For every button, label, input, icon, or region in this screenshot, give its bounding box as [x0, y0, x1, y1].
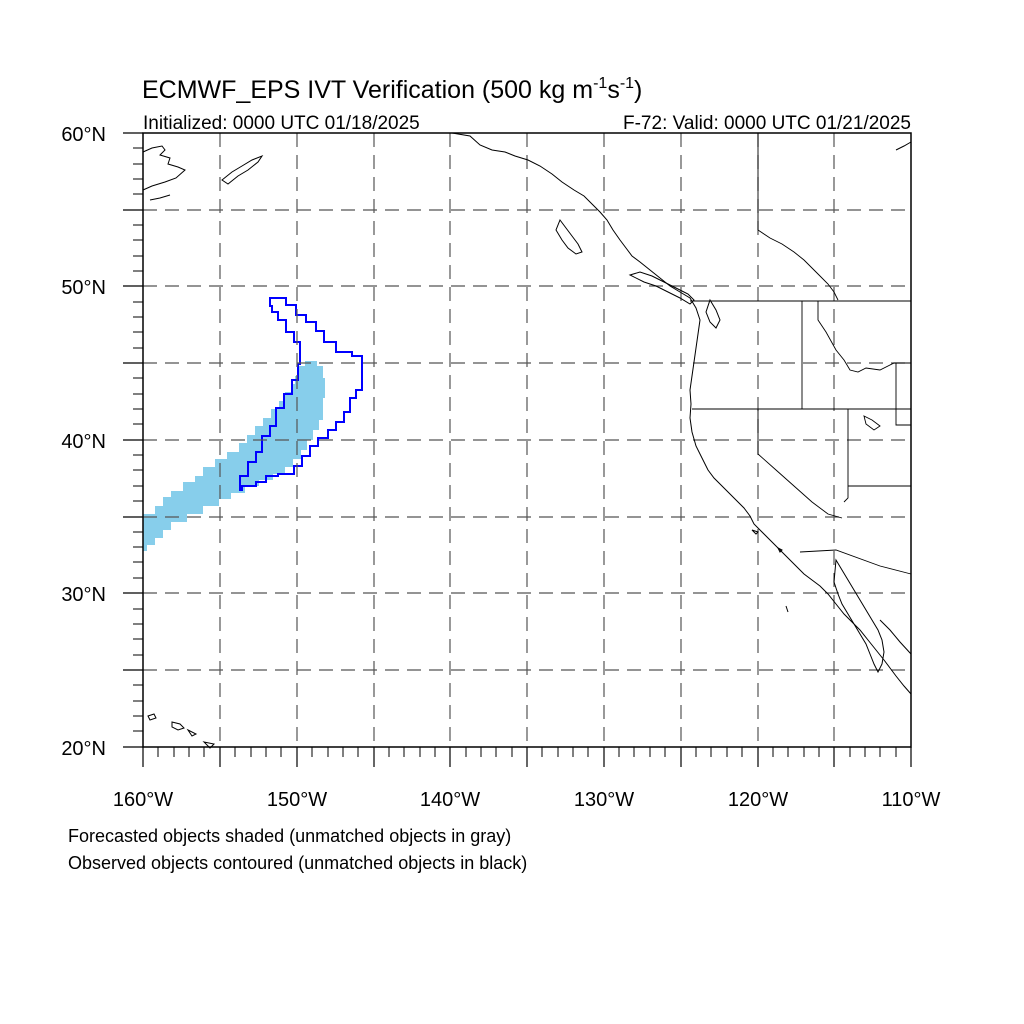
valid-time-label: F-72: Valid: 0000 UTC 01/21/2025: [623, 113, 911, 134]
map-title: ECMWF_EPS IVT Verification (500 kg m-1s-…: [142, 75, 642, 104]
lon-label: 150°W: [267, 789, 327, 811]
lon-label: 130°W: [574, 789, 634, 811]
lon-label: 160°W: [113, 789, 173, 811]
lat-label: 40°N: [61, 431, 106, 453]
lat-label: 20°N: [61, 738, 106, 760]
lat-lon-grid: [143, 133, 911, 747]
minor-ticks: [133, 147, 897, 757]
political-borders: [690, 133, 912, 575]
lon-label: 140°W: [420, 789, 480, 811]
lat-label: 30°N: [61, 584, 106, 606]
lat-label: 50°N: [61, 277, 106, 299]
lon-label: 110°W: [882, 789, 941, 811]
legend-observed-note: Observed objects contoured (unmatched ob…: [68, 853, 527, 873]
forecast-object: [143, 361, 325, 551]
lat-label: 60°N: [61, 124, 106, 146]
latitude-labels: 60°N 50°N 40°N 30°N 20°N: [61, 124, 106, 760]
lon-label: 120°W: [728, 789, 788, 811]
longitude-labels: 160°W 150°W 140°W 130°W 120°W 110°W: [113, 789, 941, 811]
observed-object-contour: [239, 297, 363, 491]
init-time-label: Initialized: 0000 UTC 01/18/2025: [143, 113, 420, 134]
axis-ticks: [123, 132, 912, 767]
legend-forecast-note: Forecasted objects shaded (unmatched obj…: [68, 826, 511, 846]
coastlines: [142, 132, 912, 749]
